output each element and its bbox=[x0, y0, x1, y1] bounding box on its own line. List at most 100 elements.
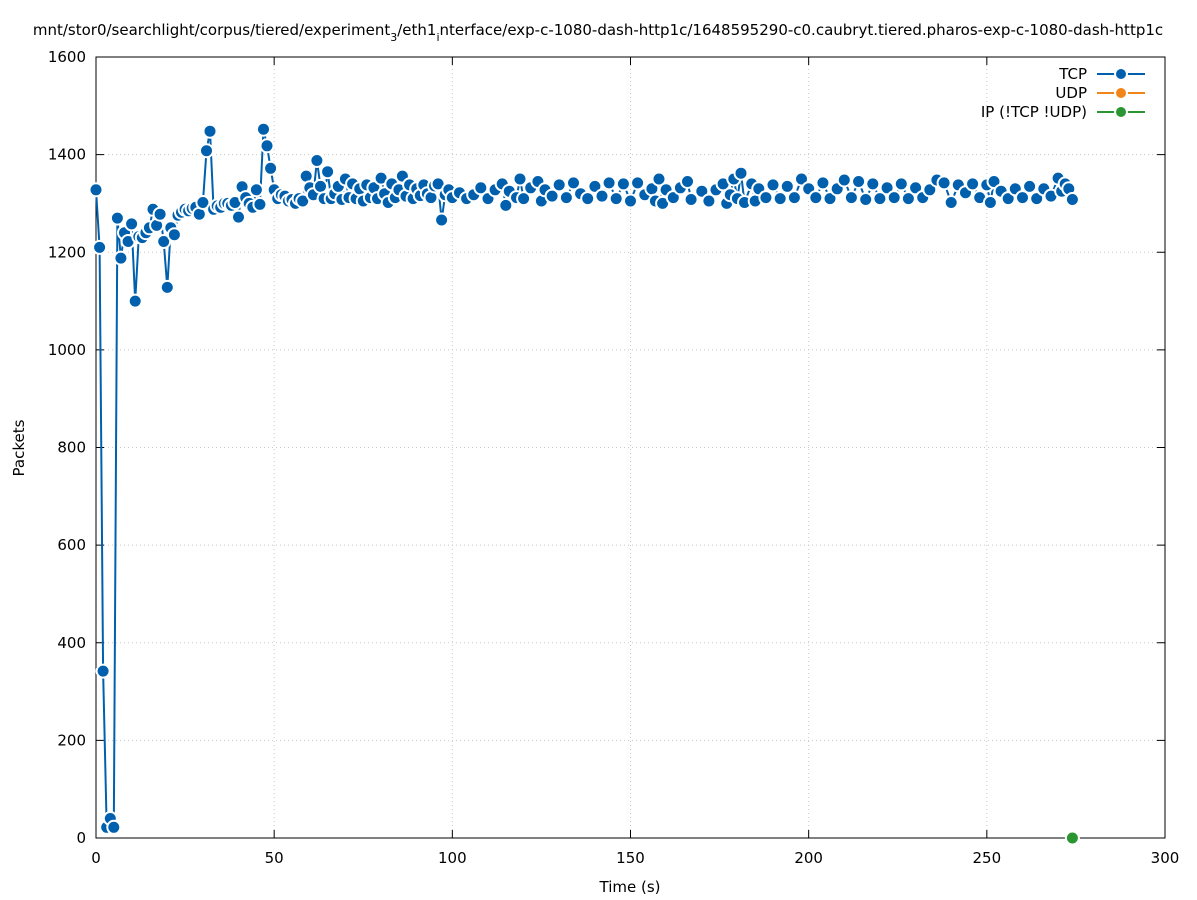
data-point bbox=[694, 183, 710, 199]
data-point bbox=[900, 191, 916, 207]
x-tick-label: 50 bbox=[265, 849, 284, 867]
x-tick-label: 150 bbox=[616, 849, 645, 867]
y-tick-label: 1200 bbox=[48, 243, 86, 261]
data-point bbox=[822, 191, 838, 207]
y-tick-label: 1000 bbox=[48, 341, 86, 359]
data-point bbox=[544, 188, 560, 204]
data-point bbox=[199, 143, 214, 159]
data-point bbox=[566, 175, 581, 191]
data-point bbox=[815, 175, 831, 191]
data-point bbox=[1000, 191, 1016, 207]
axis-ticks: 0 200 400 600 800 1000 1200 1400 1600 0 50 100 150 20… bbox=[48, 48, 1180, 867]
data-point bbox=[779, 178, 795, 194]
y-tick-label: 0 bbox=[76, 829, 86, 847]
data-point bbox=[195, 195, 211, 210]
data-point bbox=[922, 182, 938, 198]
y-tick-label: 400 bbox=[57, 634, 86, 652]
data-point bbox=[794, 171, 809, 187]
data-point bbox=[701, 193, 717, 209]
data-point bbox=[879, 180, 895, 196]
x-axis-label: Time (s) bbox=[599, 878, 661, 896]
data-point bbox=[786, 190, 802, 206]
data-point bbox=[248, 182, 264, 198]
data-point bbox=[109, 210, 125, 226]
data-point bbox=[651, 171, 667, 187]
legend-label: UDP bbox=[1055, 84, 1087, 102]
legend-swatch-marker bbox=[1114, 105, 1128, 119]
data-point bbox=[608, 191, 624, 207]
data-point bbox=[943, 195, 959, 210]
series-layer bbox=[88, 121, 1080, 846]
data-point bbox=[908, 180, 924, 196]
x-tick-label: 300 bbox=[1151, 849, 1180, 867]
series-line bbox=[95, 128, 1074, 829]
data-point bbox=[765, 177, 781, 193]
data-point bbox=[1022, 178, 1038, 194]
legend-label: TCP bbox=[1058, 65, 1087, 83]
data-point bbox=[256, 121, 271, 137]
data-point bbox=[1015, 190, 1030, 206]
data-point bbox=[858, 192, 874, 207]
y-tick-label: 600 bbox=[57, 536, 86, 554]
data-point bbox=[1029, 191, 1045, 207]
x-tick-label: 200 bbox=[794, 849, 823, 867]
data-point bbox=[473, 180, 489, 196]
legend-label: IP (!TCP !UDP) bbox=[981, 103, 1087, 121]
data-point bbox=[936, 175, 952, 191]
data-point bbox=[309, 153, 325, 168]
data-point bbox=[630, 175, 646, 191]
legend-item: TCP bbox=[1058, 65, 1145, 83]
data-point bbox=[295, 193, 311, 209]
x-tick-label: 0 bbox=[91, 849, 101, 867]
data-point bbox=[851, 174, 867, 189]
grid bbox=[96, 57, 1165, 838]
data-point bbox=[580, 191, 596, 207]
data-point bbox=[587, 178, 603, 194]
data-point bbox=[498, 197, 514, 213]
data-point bbox=[95, 663, 111, 679]
data-point bbox=[1064, 192, 1080, 207]
legend-item: IP (!TCP !UDP) bbox=[981, 103, 1145, 121]
series-3 bbox=[1064, 830, 1080, 846]
data-point bbox=[320, 164, 336, 180]
data-point bbox=[872, 191, 888, 207]
data-point bbox=[865, 176, 881, 192]
data-point bbox=[733, 165, 749, 181]
y-tick-label: 1400 bbox=[48, 146, 86, 164]
y-tick-label: 200 bbox=[57, 731, 86, 749]
data-point bbox=[808, 190, 824, 206]
data-point bbox=[159, 279, 175, 295]
chart-title: mnt/stor0/searchlight/corpus/tiered/expe… bbox=[33, 21, 1163, 44]
legend-item: UDP bbox=[1055, 84, 1145, 102]
y-tick-label: 1600 bbox=[48, 48, 86, 66]
data-point bbox=[965, 176, 981, 192]
y-axis-label: Packets bbox=[10, 419, 28, 476]
data-point bbox=[106, 819, 122, 835]
series-1 bbox=[88, 121, 1080, 835]
data-point bbox=[313, 178, 328, 194]
data-point bbox=[512, 171, 528, 187]
data-point bbox=[124, 216, 140, 232]
data-point bbox=[259, 138, 275, 154]
data-point bbox=[772, 191, 788, 207]
data-point bbox=[434, 212, 450, 228]
data-point bbox=[202, 123, 218, 139]
data-point bbox=[623, 193, 638, 209]
legend-swatch-marker bbox=[1114, 86, 1128, 100]
data-point bbox=[836, 172, 852, 188]
data-point bbox=[886, 190, 902, 206]
data-point bbox=[88, 182, 104, 198]
data-point bbox=[263, 160, 279, 176]
data-point bbox=[516, 191, 532, 207]
data-point bbox=[843, 190, 859, 206]
data-point bbox=[615, 176, 631, 192]
data-point bbox=[665, 190, 681, 206]
data-point bbox=[558, 190, 574, 206]
data-point bbox=[551, 177, 567, 193]
data-point bbox=[986, 174, 1002, 189]
data-point bbox=[156, 234, 172, 249]
data-point bbox=[152, 206, 168, 222]
data-point bbox=[92, 239, 108, 255]
